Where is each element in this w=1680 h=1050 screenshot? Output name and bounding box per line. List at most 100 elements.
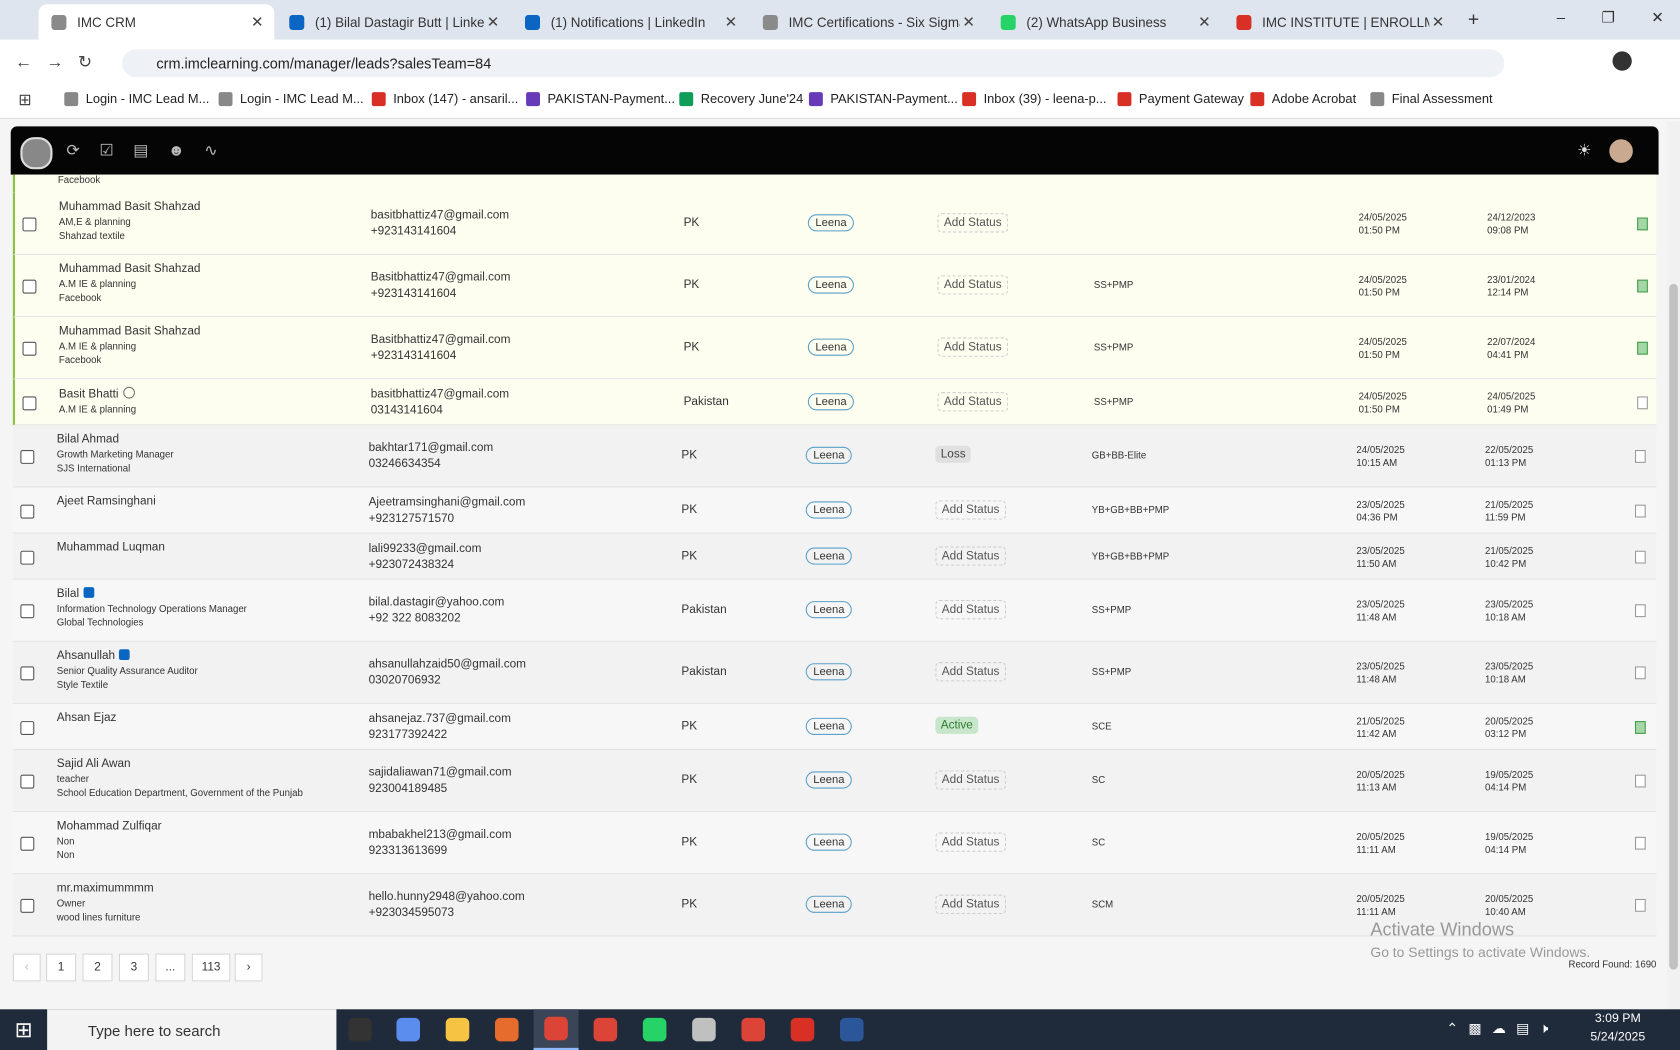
taskbar-app[interactable]	[338, 1009, 383, 1050]
owner[interactable]: Leena	[805, 601, 853, 619]
page-button[interactable]: 2	[82, 953, 113, 982]
row-checkbox[interactable]	[20, 774, 35, 789]
browser-tab[interactable]: (1) Notifications | LinkedIn ✕	[512, 4, 748, 39]
row-checkbox[interactable]	[22, 217, 37, 232]
doc-icon[interactable]	[1637, 341, 1648, 355]
status[interactable]: Add Status	[937, 337, 1009, 357]
header-icons[interactable]: ⟳ ☑ ▤ ☻ ∿	[66, 141, 218, 160]
taskbar-app[interactable]	[780, 1009, 825, 1050]
owner[interactable]: Leena	[807, 392, 855, 410]
lead-row[interactable]: Basit Bhatti A.M IE & planning basitbhatti…	[12, 379, 1657, 426]
lead-row[interactable]: mr.maximummmm Owner wood lines furniture he…	[12, 874, 1657, 937]
owner[interactable]: Leena	[807, 276, 855, 294]
status[interactable]: Add Status	[935, 832, 1006, 852]
status[interactable]: Add Status	[935, 499, 1006, 520]
profile[interactable]	[1612, 51, 1632, 71]
doc-icon[interactable]	[1635, 836, 1646, 850]
start-button[interactable]: ⊞	[14, 1018, 33, 1042]
tray-icons[interactable]: ⌃ ▩ ☁ ▤ 🕨	[1446, 1020, 1549, 1037]
theme-toggle[interactable]: ☀	[1577, 141, 1592, 160]
browser-tab[interactable]: IMC INSTITUTE | ENROLLMENT✕	[1224, 4, 1455, 39]
doc-icon[interactable]	[1637, 395, 1648, 409]
doc-icon[interactable]	[1635, 604, 1646, 618]
bookmark[interactable]: Login - IMC Lead M...	[218, 91, 364, 106]
bookmark[interactable]: Final Assessment	[1370, 91, 1493, 106]
doc-icon[interactable]	[1635, 774, 1646, 788]
window-controls[interactable]: – ❐ ✕	[1556, 8, 1664, 26]
row-checkbox[interactable]	[22, 395, 37, 410]
owner[interactable]: Leena	[807, 214, 855, 232]
taskbar-app[interactable]	[533, 1009, 579, 1050]
owner[interactable]: Leena	[805, 446, 853, 464]
search-box[interactable]	[47, 1009, 337, 1050]
lead-row[interactable]: Ahsanullah Senior Quality Assurance Audit…	[12, 641, 1657, 704]
taskbar-app[interactable]	[583, 1009, 628, 1050]
doc-icon[interactable]	[1637, 217, 1648, 231]
doc-icon[interactable]	[1635, 504, 1646, 517]
status[interactable]: Add Status	[937, 275, 1009, 295]
page-next[interactable]: ›	[234, 953, 263, 982]
owner[interactable]: Leena	[805, 500, 853, 519]
page-button[interactable]: ...	[155, 953, 186, 982]
lead-row[interactable]: Bilal Information Technology Operations M…	[12, 579, 1657, 642]
row-checkbox[interactable]	[20, 450, 35, 464]
doc-icon[interactable]	[1635, 720, 1646, 734]
doc-icon[interactable]	[1635, 450, 1646, 463]
status[interactable]: Loss	[935, 445, 971, 463]
taskbar-app[interactable]	[386, 1009, 431, 1050]
row-checkbox[interactable]	[20, 504, 35, 519]
browser-tab[interactable]: (2) WhatsApp Business ✕	[988, 4, 1222, 39]
status[interactable]: Active	[935, 716, 979, 734]
row-checkbox[interactable]	[20, 666, 35, 681]
row-checkbox[interactable]	[20, 550, 35, 565]
bookmark[interactable]: Payment Gateway	[1117, 91, 1244, 106]
taskbar-app[interactable]	[632, 1009, 677, 1050]
bookmark[interactable]: PAKISTAN-Payment...	[808, 91, 958, 106]
row-checkbox[interactable]	[22, 279, 37, 294]
browser-tab[interactable]: IMC CRM ✕	[38, 4, 275, 40]
browser-tab[interactable]: IMC Certifications - Six Sigma C✕	[750, 4, 986, 39]
address-bar[interactable]	[122, 49, 1505, 78]
bookmark[interactable]: Adobe Acrobat	[1250, 91, 1356, 106]
apps-icon[interactable]: ⊞	[18, 91, 32, 110]
status[interactable]: Add Status	[937, 213, 1009, 233]
scrollbar[interactable]	[1667, 121, 1680, 1010]
bookmark[interactable]: Inbox (147) - ansaril...	[371, 91, 518, 106]
status[interactable]: Add Status	[935, 600, 1006, 620]
nav-buttons[interactable]: ← → ↻	[15, 53, 93, 72]
status[interactable]: Add Status	[935, 662, 1006, 682]
bookmark[interactable]: Inbox (39) - leena-p...	[962, 91, 1107, 106]
browser-tab[interactable]: (1) Bilal Dastagir Butt | LinkedIn✕	[276, 4, 510, 39]
lead-row[interactable]: Ahsan Ejaz ahsanejaz.737@gmail.com 9231773…	[12, 703, 1657, 751]
owner[interactable]: Leena	[805, 546, 853, 565]
status[interactable]: Add Status	[935, 770, 1006, 790]
owner[interactable]: Leena	[805, 663, 853, 681]
owner[interactable]: Leena	[805, 833, 853, 851]
status[interactable]: Add Status	[937, 391, 1009, 411]
scroll-thumb[interactable]	[1669, 283, 1678, 970]
lead-row[interactable]: Bilal Ahmad Growth Marketing Manager SJS I…	[12, 425, 1657, 488]
taskbar-app[interactable]	[829, 1009, 874, 1050]
taskbar-app[interactable]	[435, 1009, 480, 1050]
row-checkbox[interactable]	[20, 720, 35, 735]
row-checkbox[interactable]	[20, 836, 35, 851]
user-avatar[interactable]	[1609, 139, 1633, 163]
doc-icon[interactable]	[1635, 550, 1646, 564]
owner[interactable]: Leena	[807, 338, 855, 356]
doc-icon[interactable]	[1637, 279, 1648, 293]
lead-row[interactable]: Muhammad Luqman lali99233@gmail.com +92307…	[12, 533, 1657, 580]
page-button[interactable]: 1	[46, 953, 77, 982]
lead-row[interactable]: Ajeet Ramsinghani Ajeetramsinghani@gmail.…	[12, 487, 1657, 534]
logo[interactable]	[20, 137, 53, 170]
owner[interactable]: Leena	[805, 771, 853, 789]
lead-row[interactable]: Muhammad Basit Shahzad A.M IE & planning F…	[12, 317, 1657, 380]
doc-icon[interactable]	[1635, 666, 1646, 680]
new-tab[interactable]: +	[1467, 8, 1480, 31]
bookmark[interactable]: PAKISTAN-Payment...	[526, 91, 675, 106]
page-button[interactable]: 113	[191, 953, 231, 982]
taskbar-app[interactable]	[484, 1009, 529, 1050]
owner[interactable]: Leena	[805, 717, 853, 735]
status[interactable]: Add Status	[935, 545, 1006, 566]
taskbar-app[interactable]	[731, 1009, 776, 1050]
row-checkbox[interactable]	[22, 341, 37, 356]
